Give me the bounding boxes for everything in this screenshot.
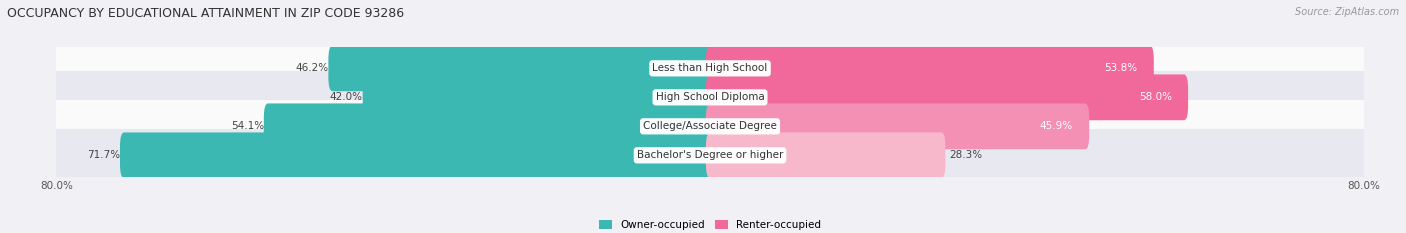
- FancyBboxPatch shape: [706, 132, 945, 178]
- Text: College/Associate Degree: College/Associate Degree: [643, 121, 778, 131]
- FancyBboxPatch shape: [329, 45, 714, 91]
- FancyBboxPatch shape: [706, 74, 1188, 120]
- Text: 28.3%: 28.3%: [949, 150, 983, 160]
- FancyBboxPatch shape: [49, 42, 1371, 95]
- FancyBboxPatch shape: [706, 45, 1154, 91]
- Text: 54.1%: 54.1%: [231, 121, 264, 131]
- Text: 46.2%: 46.2%: [295, 63, 329, 73]
- FancyBboxPatch shape: [49, 100, 1371, 153]
- FancyBboxPatch shape: [363, 74, 714, 120]
- FancyBboxPatch shape: [706, 103, 1090, 149]
- Text: High School Diploma: High School Diploma: [655, 92, 765, 102]
- Text: 45.9%: 45.9%: [1040, 121, 1073, 131]
- Legend: Owner-occupied, Renter-occupied: Owner-occupied, Renter-occupied: [595, 216, 825, 233]
- Text: 42.0%: 42.0%: [329, 92, 363, 102]
- FancyBboxPatch shape: [49, 129, 1371, 182]
- Text: 71.7%: 71.7%: [87, 150, 120, 160]
- FancyBboxPatch shape: [264, 103, 714, 149]
- Text: 53.8%: 53.8%: [1104, 63, 1137, 73]
- Text: 58.0%: 58.0%: [1139, 92, 1171, 102]
- Text: Less than High School: Less than High School: [652, 63, 768, 73]
- FancyBboxPatch shape: [120, 132, 714, 178]
- FancyBboxPatch shape: [49, 71, 1371, 124]
- Text: Bachelor's Degree or higher: Bachelor's Degree or higher: [637, 150, 783, 160]
- Text: Source: ZipAtlas.com: Source: ZipAtlas.com: [1295, 7, 1399, 17]
- Text: OCCUPANCY BY EDUCATIONAL ATTAINMENT IN ZIP CODE 93286: OCCUPANCY BY EDUCATIONAL ATTAINMENT IN Z…: [7, 7, 404, 20]
